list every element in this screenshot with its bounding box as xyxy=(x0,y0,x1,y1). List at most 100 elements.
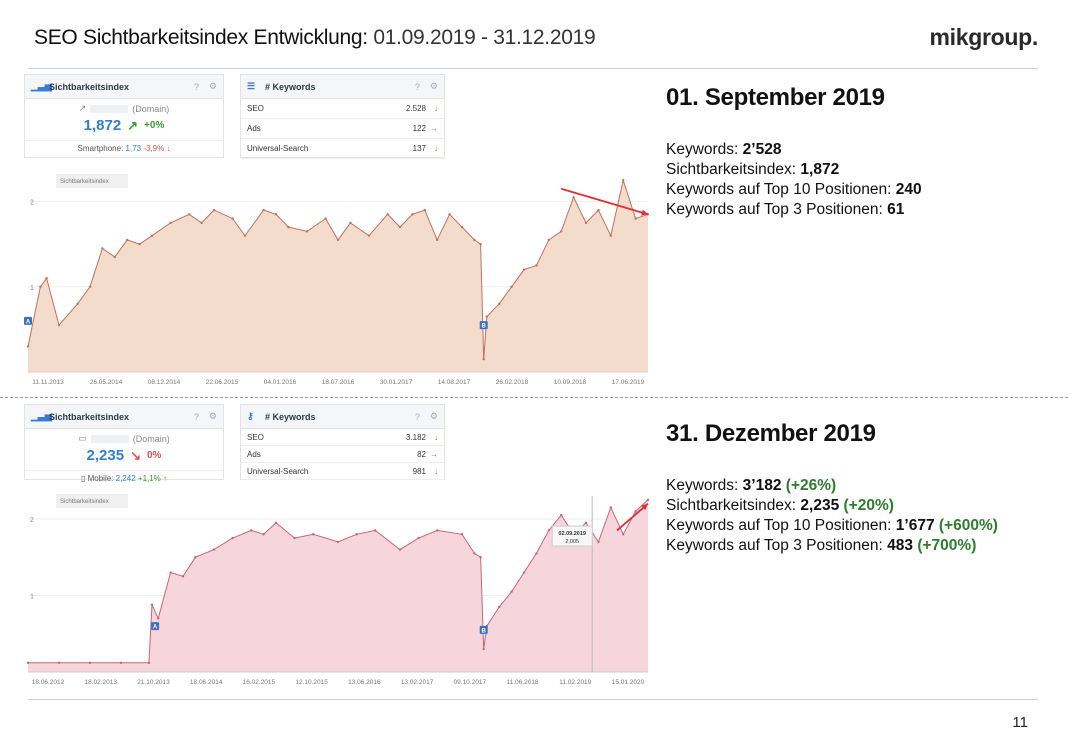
data-point xyxy=(231,217,234,220)
event-marker xyxy=(479,625,488,634)
data-point xyxy=(138,242,141,246)
y-tick-label: 1 xyxy=(30,593,34,600)
section-heading-2: 31. Dezember 2019 xyxy=(666,420,876,447)
data-point xyxy=(262,533,265,536)
data-point xyxy=(113,255,117,259)
help-icon[interactable]: ? xyxy=(414,81,420,92)
gear-icon[interactable]: ⚙ xyxy=(429,81,438,91)
data-point xyxy=(498,605,501,609)
bar-chart-icon: ▁▃▅ xyxy=(31,411,52,421)
data-point xyxy=(411,213,414,216)
event-marker xyxy=(24,316,32,325)
data-point xyxy=(157,617,160,620)
help-icon[interactable]: ? xyxy=(193,411,199,422)
gear-icon[interactable]: ⚙ xyxy=(208,81,217,91)
visibility-chart-1: 1 2 Sichtbarkeitsindex 11.11.2013 26.05.2014… xyxy=(24,174,650,386)
data-point xyxy=(355,533,358,536)
keyword-row[interactable]: Universal-Search 137 ↓ xyxy=(241,139,444,159)
domain-row: ↗ (Domain) xyxy=(78,103,170,114)
data-point xyxy=(188,213,191,216)
area-fill xyxy=(28,180,648,372)
visibility-value: 2,235 xyxy=(86,447,125,464)
data-point xyxy=(609,506,612,509)
stat-visibility: Sichtbarkeitsindex: 1,872 xyxy=(666,161,840,178)
data-point xyxy=(88,661,92,665)
x-tick-label: 11.02.2019 xyxy=(559,679,591,686)
data-point xyxy=(101,247,104,250)
keyword-row[interactable]: Ads 122 → xyxy=(241,119,444,139)
chart-title: Sichtbarkeitsindex xyxy=(60,179,109,185)
keyword-row[interactable]: Universal-Search 981 ↓ xyxy=(241,463,444,480)
x-tick-label: 04.01.2016 xyxy=(264,379,297,386)
data-point xyxy=(126,238,129,242)
data-point xyxy=(584,521,588,524)
x-tick-label: 18.06.2014 xyxy=(190,679,223,686)
data-point xyxy=(88,285,92,288)
data-point xyxy=(169,571,172,574)
arrow-down-icon: ↓ xyxy=(434,466,438,476)
help-icon[interactable]: ? xyxy=(414,411,420,422)
gear-icon[interactable]: ⚙ xyxy=(208,411,217,421)
brand-logo: mikgroup. xyxy=(929,24,1039,50)
section-divider xyxy=(0,397,1068,398)
data-point xyxy=(367,234,371,237)
x-tick-label: 09.10.2017 xyxy=(454,679,487,686)
data-point xyxy=(417,536,420,540)
stat-top3: Keywords auf Top 3 Positionen: 483 (+700… xyxy=(666,537,977,554)
mobile-icon: ▯ xyxy=(80,474,86,483)
x-tick-label: 18.02.2013 xyxy=(84,679,117,686)
bar-chart-icon: ▁▃▅ xyxy=(31,81,52,91)
stat-top10: Keywords auf Top 10 Positionen: 240 xyxy=(666,181,922,198)
x-tick-label: 13.06.2016 xyxy=(348,679,381,686)
x-tick-label: 16.02.2015 xyxy=(243,679,276,686)
data-point xyxy=(522,571,526,574)
gear-icon[interactable]: ⚙ xyxy=(429,411,438,421)
data-point xyxy=(436,529,439,532)
mobile-row: ▯ Mobile: 2,242 +1,1% ↑ xyxy=(25,470,223,483)
data-point xyxy=(26,345,30,348)
trend-arrowhead xyxy=(641,503,648,511)
domain-redacted xyxy=(90,434,129,443)
data-point xyxy=(634,510,637,513)
arrow-down-icon: ↓ xyxy=(166,144,171,153)
stat-keywords: Keywords: 3’182 (+26%) xyxy=(666,477,837,494)
data-point xyxy=(448,213,451,216)
stat-keywords: Keywords: 2’528 xyxy=(666,141,782,158)
data-point xyxy=(324,217,327,220)
data-point xyxy=(460,533,464,536)
stat-visibility: Sichtbarkeitsindex: 2,235 (+20%) xyxy=(666,497,894,514)
data-point xyxy=(522,268,526,271)
chart-title: Sichtbarkeitsindex xyxy=(60,499,109,505)
data-point xyxy=(572,196,575,199)
data-point xyxy=(498,302,501,306)
smartphone-row: Smartphone: 1,73 -3,9% ↓ xyxy=(25,140,223,153)
domain-redacted xyxy=(90,104,129,113)
key-icon: ⚷ xyxy=(247,411,254,421)
help-icon[interactable]: ? xyxy=(193,81,199,92)
data-point xyxy=(119,661,123,665)
data-point xyxy=(386,213,389,216)
arrow-up-icon: ↑ xyxy=(163,474,168,483)
data-point xyxy=(479,556,482,559)
data-point xyxy=(473,552,476,555)
data-point xyxy=(479,242,482,246)
chart-title-badge xyxy=(56,494,128,508)
x-tick-label: 14.08.2017 xyxy=(438,379,471,386)
data-point xyxy=(293,536,296,540)
keyword-row[interactable]: SEO 3.182 ↓ xyxy=(241,429,444,446)
keyword-row[interactable]: SEO 2.528 ↓ xyxy=(241,99,444,119)
data-point xyxy=(212,208,216,212)
stats-block-1: Keywords: 2’528 Sichtbarkeitsindex: 1,87… xyxy=(666,140,922,220)
stat-top10: Keywords auf Top 10 Positionen: 1’677 (+… xyxy=(666,517,998,534)
page-number: 11 xyxy=(1012,714,1028,731)
data-point xyxy=(169,221,172,225)
x-tick-label: 21.10.2013 xyxy=(137,679,170,686)
y-tick-label: 1 xyxy=(30,285,34,292)
data-point xyxy=(547,238,550,242)
arrow-down-icon: ↓ xyxy=(434,432,438,442)
tooltip-box xyxy=(551,525,593,547)
keyword-row[interactable]: Ads 82 → xyxy=(241,446,444,463)
domain-row: ▭ (Domain) xyxy=(78,433,170,444)
external-link-icon[interactable]: ↗ xyxy=(78,103,87,113)
x-tick-label: 15.01.2020 xyxy=(612,679,645,686)
